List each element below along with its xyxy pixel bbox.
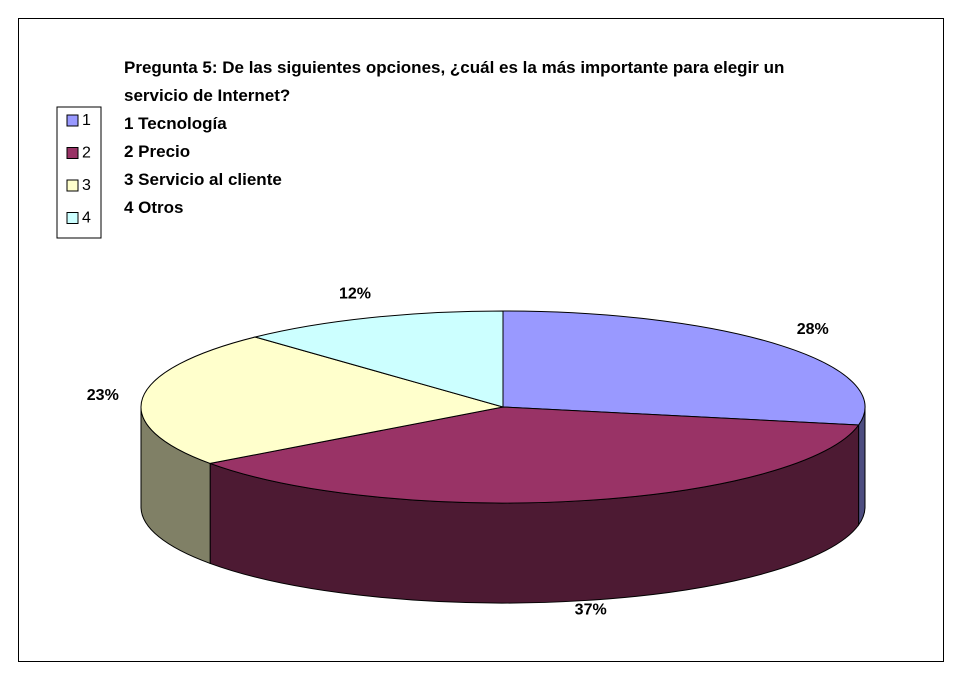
annotation: 1 Tecnología [124,114,227,133]
chart-title: Pregunta 5: De las siguientes opciones, … [124,58,785,105]
legend-swatch [66,147,79,159]
data-label: 37% [575,601,607,618]
annotation: 2 Precio [124,142,191,161]
legend-swatch [66,212,79,224]
annotation: 3 Servicio al cliente [124,170,282,189]
pie-slice [140,336,504,464]
data-label: 12% [339,286,371,303]
legend-swatch [66,114,79,127]
data-label: 28% [797,321,829,338]
legend-box [56,106,102,239]
pie-slice [502,310,866,426]
annotation: 4 Otros [124,198,184,217]
legend-swatch [66,179,79,192]
legend-label: 1 [82,112,91,129]
legend-label: 3 [82,177,91,194]
pie-slice [208,406,860,504]
chart-border [18,18,944,662]
pie-side [858,406,866,527]
data-label: 23% [87,387,119,404]
legend-label: 4 [82,210,91,227]
pie-slice [253,310,504,408]
legend-label: 2 [82,145,91,162]
